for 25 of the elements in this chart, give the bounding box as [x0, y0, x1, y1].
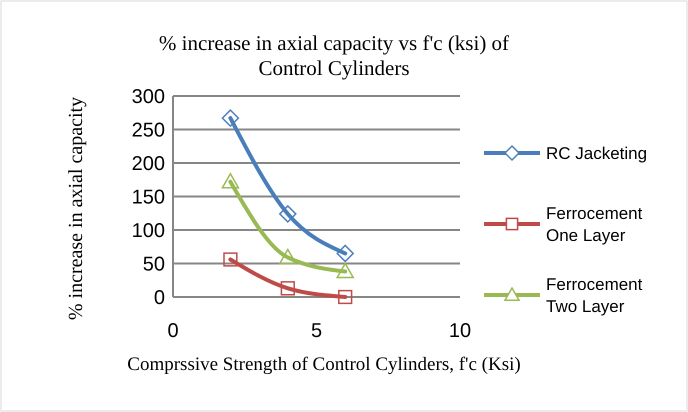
y-axis-title: % increase in axial capacity — [65, 96, 87, 320]
y-tick-label: 100 — [132, 220, 165, 242]
point — [279, 205, 297, 223]
point — [336, 244, 354, 262]
y-tick-label: 250 — [132, 120, 165, 142]
y-tick-label: 150 — [132, 186, 165, 208]
x-axis-title: Comprssive Strength of Control Cylinders, f'c (Ksi) — [127, 354, 521, 375]
point — [280, 281, 295, 296]
point — [223, 252, 238, 267]
y-tick-label: 300 — [132, 86, 165, 108]
point — [222, 173, 240, 189]
point — [338, 290, 352, 304]
chart-title: % increase in axial capacity vs f'c (ksi) of Control Cylinders — [158, 31, 510, 80]
legend-label: RC Jacketing — [546, 144, 648, 163]
y-tick-label: 0 — [154, 287, 165, 309]
point — [336, 262, 354, 278]
point — [222, 109, 240, 127]
point — [279, 248, 297, 264]
y-tick-label: 200 — [132, 153, 165, 175]
y-tick-label: 50 — [142, 254, 165, 276]
x-tick-label: 5 — [310, 320, 322, 342]
legend-label: Ferrocement One Layer — [546, 204, 643, 245]
x-tick-label: 0 — [167, 320, 179, 342]
x-tick-label: 10 — [448, 320, 472, 342]
legend-label: Ferrocement Two Layer — [546, 274, 643, 316]
